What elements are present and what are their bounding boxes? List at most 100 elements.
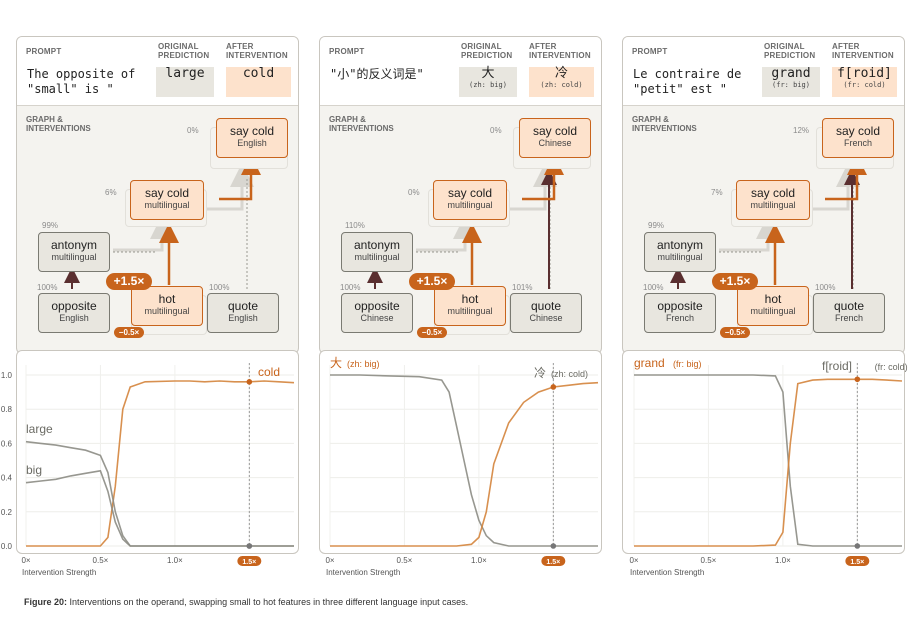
after-intervention-text: 冷	[554, 66, 568, 81]
node-say-cold-top[interactable]: say cold French	[822, 118, 894, 158]
x-tick-label: 1.0×	[167, 556, 183, 565]
intervention-badge-plus: +1.5×	[106, 273, 152, 290]
original-header: ORIGINAL PREDICTION	[158, 42, 210, 60]
pct-quote: 101%	[512, 283, 533, 292]
series-label-sub: (zh: cold)	[551, 369, 588, 379]
pct-antonym: 99%	[42, 221, 59, 230]
pct-quote: 100%	[815, 283, 836, 292]
intervention-badge-minus: −0.5×	[114, 327, 144, 338]
series-line-0	[26, 380, 295, 547]
ghost-edge-antonym	[416, 215, 477, 252]
marker-badge-label: 1.5×	[242, 559, 256, 566]
node-sublabel: multilingual	[750, 200, 796, 210]
after-header: AFTER INTERVENTION	[832, 42, 894, 60]
series-label: f[roid]	[822, 359, 852, 373]
series-point	[854, 543, 861, 549]
marker-badge	[541, 556, 566, 566]
node-say-cold-top[interactable]: say cold English	[216, 118, 288, 158]
original-prediction-text: grand	[771, 66, 811, 81]
series-label-sub: (fr: cold)	[875, 362, 908, 372]
node-label: opposite	[657, 299, 703, 313]
node-quote[interactable]: quote English	[207, 293, 279, 333]
graph-title: GRAPH & INTERVENTIONS	[632, 115, 697, 133]
charts-svg: 0.0 0.2 0.4 0.6 0.8 1.0 0× 0.5× 1.0× Intervention…	[1, 356, 908, 577]
series-line-2	[25, 469, 294, 547]
series-label-sub: (zh: big)	[347, 359, 380, 369]
original-header: ORIGINAL PREDICTION	[764, 42, 816, 60]
node-sublabel: French	[843, 138, 872, 148]
original-header: ORIGINAL PREDICTION	[461, 42, 513, 60]
pct-antonym: 99%	[648, 221, 665, 230]
x-axis-label: Intervention Strength	[22, 568, 96, 577]
node-hot[interactable]: hot multilingual	[131, 286, 203, 326]
original-prediction: grand (fr: big)	[762, 67, 820, 97]
y-tick-label: 0.4	[1, 474, 13, 483]
node-label: quote	[833, 299, 865, 313]
x-axis-label: Intervention Strength	[630, 568, 704, 577]
prompt-header: PROMPT	[26, 47, 62, 56]
node-antonym[interactable]: antonym multilingual	[341, 232, 413, 272]
node-label: opposite	[354, 299, 400, 313]
node-say-cold-mid[interactable]: say cold multilingual	[433, 180, 507, 220]
series-line-1	[25, 440, 294, 547]
prompt-text: The opposite of "small" is "	[27, 67, 136, 96]
marker-badge	[845, 556, 870, 566]
node-quote[interactable]: quote Chinese	[510, 293, 582, 333]
series-label: grand	[634, 356, 665, 370]
ghost-edge-antonym	[113, 215, 174, 252]
figure-caption: Figure 20: Interventions on the operand,…	[24, 597, 468, 607]
pct-say-cold-mid: 7%	[711, 188, 723, 197]
x-tick-label: 0.5×	[701, 556, 717, 565]
node-label: quote	[227, 299, 259, 313]
y-tick-label: 0.2	[1, 508, 13, 517]
node-sublabel: Chinese	[360, 313, 394, 323]
pct-opposite: 100%	[643, 283, 664, 292]
x-tick-label: 0.5×	[397, 556, 413, 565]
node-opposite[interactable]: opposite French	[644, 293, 716, 333]
node-opposite[interactable]: opposite Chinese	[341, 293, 413, 333]
node-sublabel: multilingual	[51, 252, 97, 262]
series-point	[854, 376, 861, 383]
y-tick-label: 1.0	[1, 371, 13, 380]
node-sublabel: multilingual	[144, 306, 190, 316]
node-label: antonym	[50, 238, 98, 252]
node-opposite[interactable]: opposite English	[38, 293, 110, 333]
prompt-text: "小"的反义词是"	[330, 67, 424, 81]
pct-say-cold-top: 12%	[793, 126, 810, 135]
intervention-badge-minus: −0.5×	[720, 327, 750, 338]
edge-saycold-top	[522, 155, 564, 201]
after-intervention-sub: (zh: cold)	[540, 81, 583, 89]
original-prediction-sub: (zh: big)	[469, 81, 507, 89]
series-point	[246, 379, 253, 385]
graph-title: GRAPH & INTERVENTIONS	[329, 115, 394, 133]
x-tick-label: 1.0×	[775, 556, 791, 565]
node-sublabel: Chinese	[529, 313, 563, 323]
y-tick-label: 0.8	[1, 405, 13, 414]
after-intervention-sub: (fr: cold)	[843, 81, 886, 89]
prompt-header: PROMPT	[329, 47, 365, 56]
node-label: say cold	[447, 186, 493, 200]
node-label: quote	[530, 299, 562, 313]
node-antonym[interactable]: antonym multilingual	[38, 232, 110, 272]
node-say-cold-mid[interactable]: say cold multilingual	[130, 180, 204, 220]
original-prediction-text: large	[165, 66, 205, 81]
series-label: large	[26, 422, 53, 436]
intervention-badge-plus: +1.5×	[712, 273, 758, 290]
node-label: hot	[764, 292, 782, 306]
node-hot[interactable]: hot multilingual	[434, 286, 506, 326]
node-say-cold-top[interactable]: say cold Chinese	[519, 118, 591, 158]
x-tick-label: 0.5×	[93, 556, 109, 565]
series-line-0	[634, 374, 902, 547]
pct-antonym: 110%	[345, 221, 365, 230]
x-axis-label: Intervention Strength	[326, 568, 400, 577]
node-say-cold-mid[interactable]: say cold multilingual	[736, 180, 810, 220]
pct-opposite: 100%	[37, 283, 58, 292]
node-antonym[interactable]: antonym multilingual	[644, 232, 716, 272]
marker-badge-label: 1.5×	[546, 559, 560, 566]
series-line-1	[330, 381, 599, 547]
series-line-1	[634, 378, 903, 547]
node-quote[interactable]: quote French	[813, 293, 885, 333]
node-sublabel: multilingual	[657, 252, 703, 262]
node-hot[interactable]: hot multilingual	[737, 286, 809, 326]
series-label: cold	[258, 365, 280, 379]
